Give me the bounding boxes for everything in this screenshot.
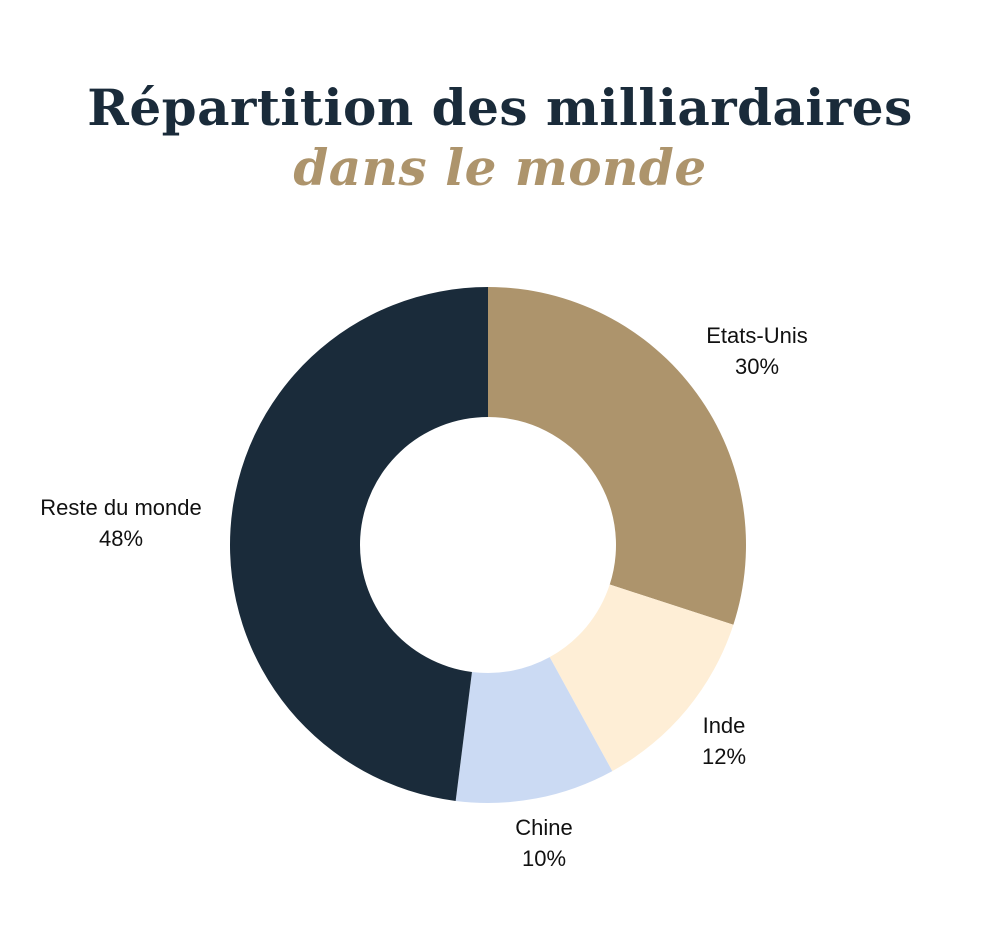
- label-etats-unis: Etats-Unis 30%: [706, 323, 807, 379]
- chart-title-line2: dans le monde: [293, 138, 707, 197]
- label-chine-value: 10%: [522, 846, 566, 871]
- label-etats-unis-name: Etats-Unis: [706, 323, 807, 348]
- slice-chine: [455, 657, 613, 803]
- label-reste-du-monde-value: 48%: [99, 526, 143, 551]
- label-etats-unis-value: 30%: [735, 354, 779, 379]
- label-inde: Inde 12%: [702, 713, 746, 769]
- label-inde-name: Inde: [703, 713, 746, 738]
- slice-reste-du-monde: [230, 287, 488, 801]
- label-reste-du-monde: Reste du monde 48%: [40, 495, 201, 551]
- chart-title-line1: Répartition des milliardaires: [87, 78, 913, 137]
- slice-labels: Etats-Unis 30% Inde 12% Chine 10% Reste du mon…: [40, 323, 807, 871]
- slice-inde: [549, 584, 734, 772]
- label-chine-name: Chine: [515, 815, 572, 840]
- donut-slices: [230, 287, 746, 803]
- label-inde-value: 12%: [702, 744, 746, 769]
- slice-etats-unis: [488, 287, 746, 625]
- label-chine: Chine 10%: [515, 815, 572, 871]
- label-reste-du-monde-name: Reste du monde: [40, 495, 201, 520]
